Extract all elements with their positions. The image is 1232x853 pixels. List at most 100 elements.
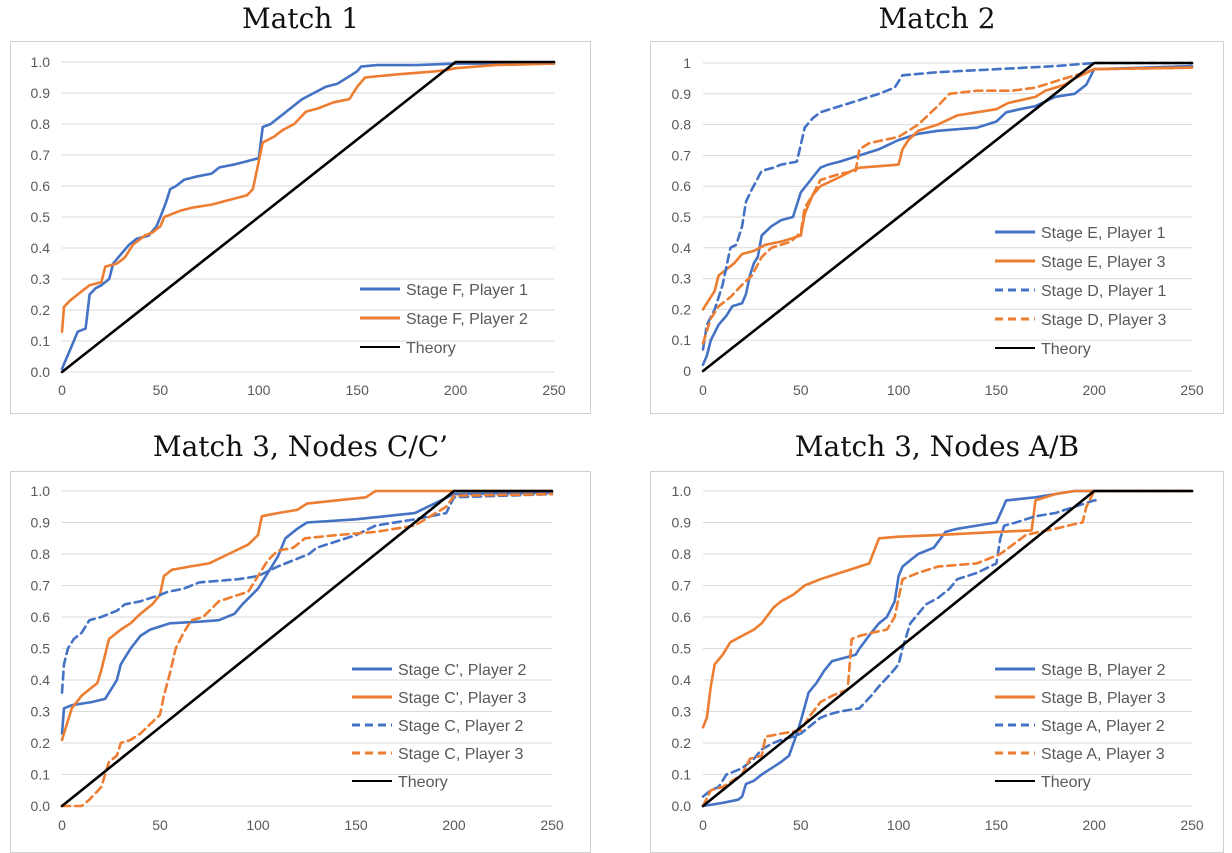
series-line <box>701 489 1194 808</box>
x-tick-label: 200 <box>444 382 468 398</box>
series-line <box>60 489 554 742</box>
series-line <box>60 491 554 735</box>
y-tick-label: 0 <box>683 363 691 379</box>
series-line <box>60 489 554 808</box>
y-tick-label: 0.1 <box>31 333 51 349</box>
x-tick-label: 100 <box>246 817 270 833</box>
x-tick-label: 200 <box>1083 382 1107 398</box>
y-tick-label: 0.6 <box>31 609 51 625</box>
y-tick-label: 0.3 <box>672 704 692 720</box>
y-tick-label: 0.0 <box>31 798 51 814</box>
y-tick-label: 0.2 <box>31 735 51 751</box>
x-tick-label: 150 <box>346 382 370 398</box>
y-tick-label: 0.3 <box>31 704 51 720</box>
y-tick-label: 0.6 <box>672 178 692 194</box>
legend-label: Stage F, Player 1 <box>406 282 528 299</box>
y-tick-label: 0.7 <box>672 147 692 163</box>
y-tick-label: 0.8 <box>31 546 51 562</box>
x-tick-label: 50 <box>793 817 809 833</box>
y-tick-label: 0.2 <box>31 302 51 318</box>
legend-label: Theory <box>1041 341 1091 358</box>
x-tick-label: 100 <box>247 382 271 398</box>
legend-label: Stage A, Player 2 <box>1041 718 1165 735</box>
y-tick-label: 0.2 <box>672 735 692 751</box>
chart-title: Match 3, Nodes A/B <box>794 430 1080 463</box>
x-tick-label: 0 <box>699 382 707 398</box>
chart-frame <box>10 471 591 853</box>
y-tick-label: 0.9 <box>31 515 51 531</box>
y-tick-label: 0.9 <box>672 86 692 102</box>
y-tick-label: 0.7 <box>672 578 692 594</box>
y-tick-label: 0.4 <box>31 240 51 256</box>
x-tick-label: 150 <box>985 817 1009 833</box>
series-line <box>701 489 1194 729</box>
y-tick-label: 0.3 <box>672 271 692 287</box>
legend-label: Stage D, Player 3 <box>1041 312 1167 329</box>
legend-label: Stage E, Player 1 <box>1041 225 1166 242</box>
series-line <box>60 492 554 694</box>
y-tick-label: 0.6 <box>31 178 51 194</box>
series-line <box>701 61 1194 373</box>
series-line <box>60 62 556 333</box>
legend-label: Stage B, Player 3 <box>1041 690 1166 707</box>
x-tick-label: 50 <box>152 817 168 833</box>
x-tick-label: 0 <box>58 817 66 833</box>
legend-label: Stage E, Player 3 <box>1041 254 1166 271</box>
y-tick-label: 0.6 <box>672 609 692 625</box>
x-tick-label: 150 <box>344 817 368 833</box>
y-tick-label: 0.7 <box>31 147 51 163</box>
y-tick-label: 0.8 <box>31 116 51 132</box>
series-line <box>701 61 1194 351</box>
series-line <box>60 492 554 808</box>
y-tick-label: 0.2 <box>672 301 692 317</box>
y-tick-label: 0.5 <box>31 209 51 225</box>
y-tick-label: 0.8 <box>672 117 692 133</box>
line-chart: 0.0 0.1 0.2 0.3 0.4 0.5 0.6 0.7 0.8 0.9 1.0 0 50 100 1… <box>10 41 591 414</box>
legend-label: Theory <box>398 774 448 791</box>
legend-label: Theory <box>1041 774 1091 791</box>
y-tick-label: 0.5 <box>31 641 51 657</box>
line-chart: 0.0 0.1 0.2 0.3 0.4 0.5 0.6 0.7 0.8 0.9 1.0 0 50 100 1… <box>10 471 591 853</box>
legend-label: Stage B, Player 2 <box>1041 662 1166 679</box>
y-tick-label: 0.9 <box>672 515 692 531</box>
x-tick-label: 200 <box>1083 817 1107 833</box>
x-tick-label: 50 <box>153 382 169 398</box>
y-tick-label: 1.0 <box>672 483 692 499</box>
x-tick-label: 250 <box>1180 382 1204 398</box>
y-tick-label: 0.4 <box>672 672 692 688</box>
y-tick-label: 0.0 <box>31 364 51 380</box>
y-tick-label: 1 <box>683 55 691 71</box>
y-tick-label: 0.0 <box>672 798 692 814</box>
y-tick-label: 0.1 <box>672 332 692 348</box>
legend-label: Theory <box>406 340 456 357</box>
y-tick-label: 0.7 <box>31 578 51 594</box>
y-tick-label: 0.5 <box>672 209 692 225</box>
x-tick-label: 0 <box>699 817 707 833</box>
x-tick-label: 0 <box>58 382 66 398</box>
chart-frame <box>10 41 591 414</box>
chart-title: Match 1 <box>241 2 360 35</box>
y-tick-label: 0.8 <box>672 546 692 562</box>
x-tick-label: 150 <box>985 382 1009 398</box>
y-tick-label: 1.0 <box>31 54 51 70</box>
legend-label: Stage A, Player 3 <box>1041 746 1165 763</box>
legend-label: Stage C, Player 3 <box>398 746 524 763</box>
series-line <box>60 62 556 371</box>
x-tick-label: 200 <box>442 817 466 833</box>
y-tick-label: 0.4 <box>672 240 692 256</box>
legend-label: Stage D, Player 1 <box>1041 283 1167 300</box>
y-tick-label: 0.3 <box>31 271 51 287</box>
y-tick-label: 0.1 <box>31 767 51 783</box>
series-line <box>701 66 1194 345</box>
legend-label: Stage C, Player 2 <box>398 718 524 735</box>
line-chart: 0 0.1 0.2 0.3 0.4 0.5 0.6 0.7 0.8 0.9 1 0 50 100 150 20… <box>650 41 1224 414</box>
y-tick-label: 0.5 <box>672 641 692 657</box>
chart-frame <box>650 41 1224 414</box>
x-tick-label: 100 <box>887 817 911 833</box>
series-line <box>701 64 1194 367</box>
legend-label: Stage C', Player 2 <box>398 662 527 679</box>
y-tick-label: 0.9 <box>31 85 51 101</box>
series-line <box>60 60 556 374</box>
chart-title: Match 2 <box>878 2 996 35</box>
x-tick-label: 50 <box>793 382 809 398</box>
